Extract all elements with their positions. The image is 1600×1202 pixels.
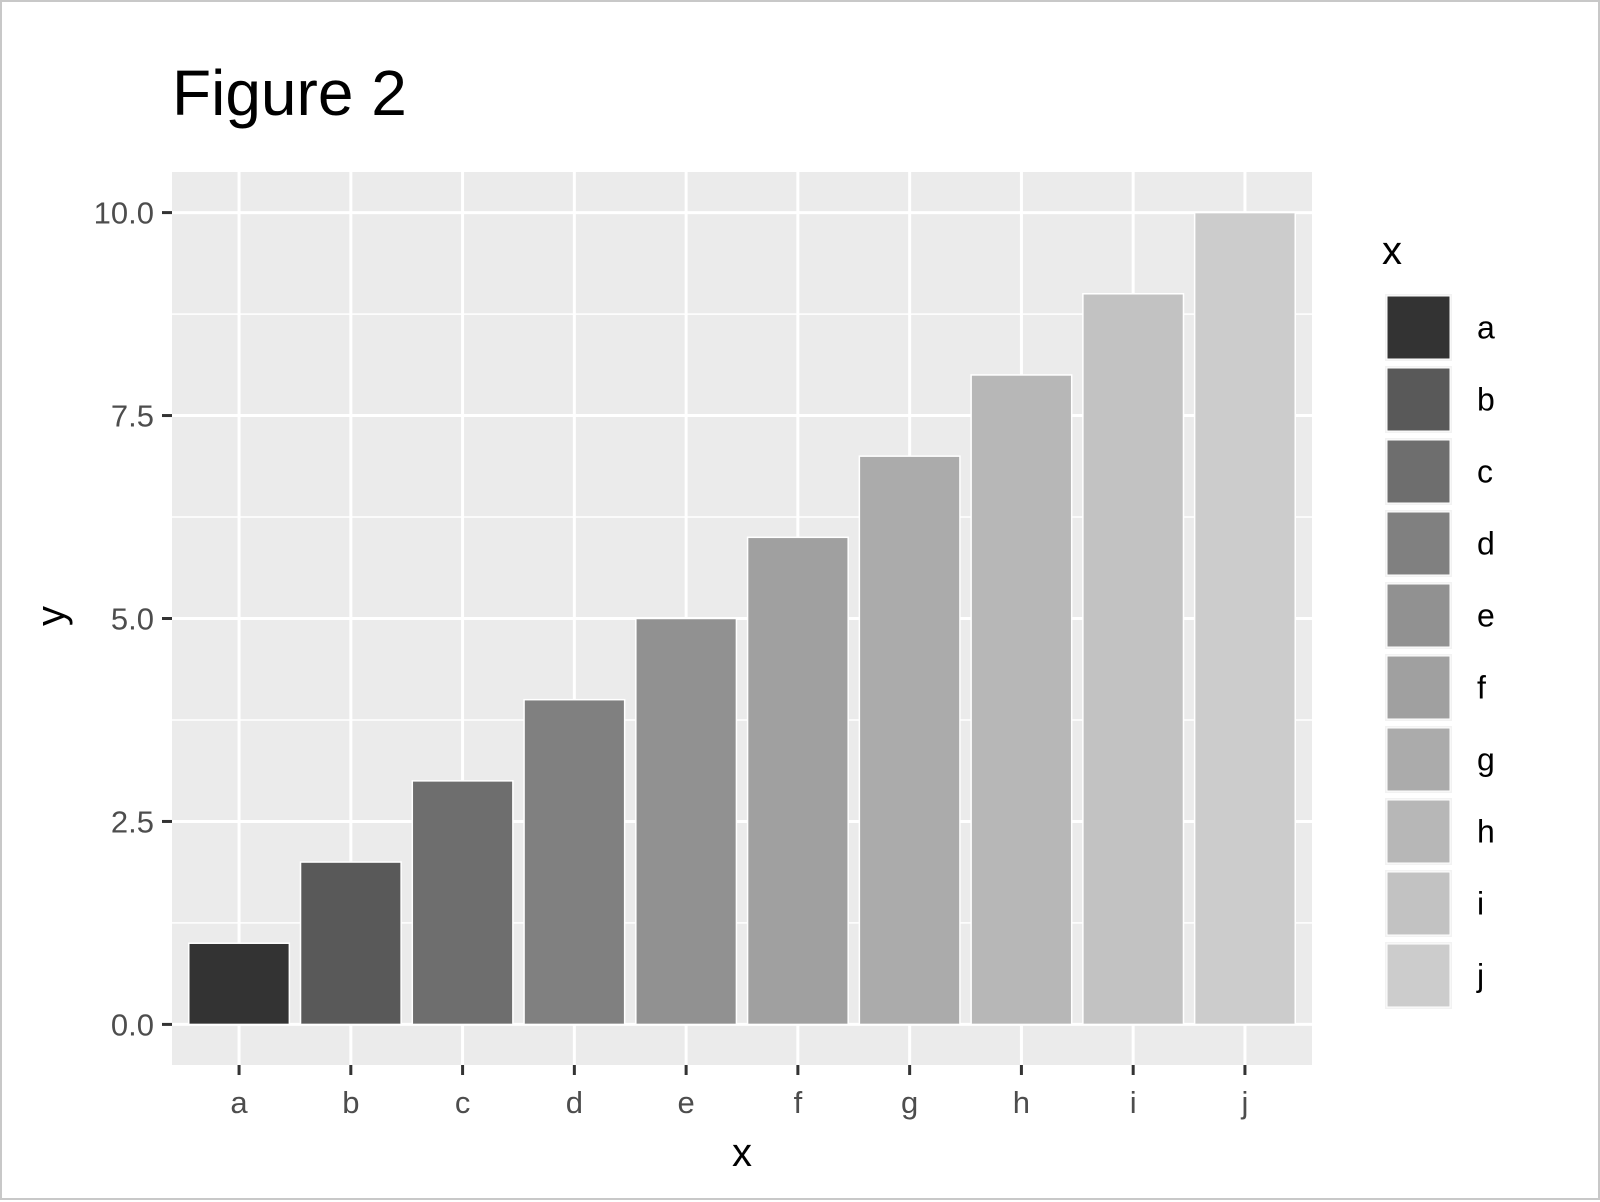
x-tick-label: e [677, 1085, 694, 1120]
bar-d [523, 698, 626, 1026]
x-tick-label: h [1013, 1085, 1030, 1120]
legend-swatch-f [1386, 655, 1451, 720]
bar-e [635, 617, 738, 1026]
x-tick-label: g [901, 1085, 918, 1120]
x-tick-label: b [342, 1085, 359, 1120]
x-tick-label: c [455, 1085, 471, 1120]
bar-h [970, 374, 1073, 1026]
x-tick-label: a [230, 1085, 248, 1120]
y-tick-label: 0.0 [111, 1007, 154, 1042]
legend-swatch-h [1386, 799, 1451, 864]
chart-title: Figure 2 [172, 57, 407, 129]
y-tick-label: 7.5 [111, 399, 154, 434]
bar-f [746, 536, 849, 1026]
bar-i [1082, 293, 1185, 1026]
legend-swatch-i [1386, 871, 1451, 936]
y-axis: 0.0 2.5 5.0 7.5 10.0 [94, 196, 172, 1042]
legend-swatch-a [1386, 295, 1451, 360]
bar-a [188, 942, 291, 1026]
x-tick-label: j [1240, 1085, 1248, 1120]
legend-label: j [1476, 958, 1484, 994]
legend-swatch-g [1386, 727, 1451, 792]
legend-swatch-d [1386, 511, 1451, 576]
x-tick-label: d [566, 1085, 583, 1120]
y-tick-label: 2.5 [111, 804, 154, 839]
legend-swatch-j [1386, 943, 1451, 1008]
bar-c [411, 780, 514, 1026]
legend-label: g [1477, 742, 1495, 778]
legend-label: b [1477, 382, 1495, 418]
x-tick-label: i [1130, 1085, 1137, 1120]
legend-swatch-e [1386, 583, 1451, 648]
legend-label: a [1477, 310, 1495, 346]
legend-swatch-b [1386, 367, 1451, 432]
y-axis-title: y [29, 606, 73, 626]
legend-label: h [1477, 814, 1495, 850]
legend-swatch-c [1386, 439, 1451, 504]
legend-label: c [1477, 454, 1493, 490]
bar-g [858, 455, 961, 1026]
y-tick-label: 10.0 [94, 196, 154, 231]
x-tick-label: f [794, 1085, 803, 1120]
legend-title: x [1382, 229, 1402, 273]
bar-j [1193, 211, 1296, 1026]
x-axis: a b c d e f g h i j [230, 1065, 1248, 1120]
y-tick-label: 5.0 [111, 602, 154, 637]
legend-label: d [1477, 526, 1495, 562]
bars-group [188, 211, 1296, 1026]
bar-b [299, 861, 402, 1026]
legend-label: i [1477, 886, 1484, 922]
legend-label: e [1477, 598, 1495, 634]
legend-label: f [1477, 670, 1486, 706]
x-axis-title: x [732, 1131, 752, 1175]
